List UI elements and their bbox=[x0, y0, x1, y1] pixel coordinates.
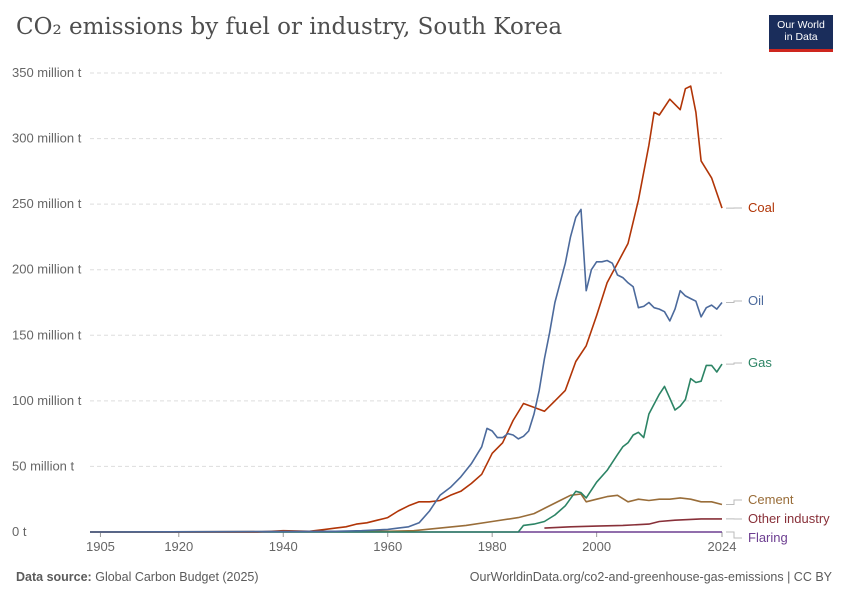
legend-connector bbox=[726, 300, 742, 303]
logo-line-1: Our World bbox=[777, 19, 825, 31]
series-line-gas bbox=[90, 363, 723, 533]
y-tick-label: 250 million t bbox=[12, 196, 82, 211]
x-tick-label: 1920 bbox=[164, 539, 193, 554]
x-tick-label: 1980 bbox=[478, 539, 507, 554]
x-tick-label: 1940 bbox=[269, 539, 298, 554]
y-tick-label: 0 t bbox=[12, 524, 27, 539]
legend-connector bbox=[726, 531, 742, 539]
x-tick-label: 1905 bbox=[86, 539, 115, 554]
y-tick-label: 200 million t bbox=[12, 262, 82, 277]
series-line-cement bbox=[89, 493, 723, 533]
x-tick-label: 2024 bbox=[708, 539, 737, 554]
legend-label-cement: Cement bbox=[748, 492, 794, 507]
x-tick-label: 1960 bbox=[373, 539, 402, 554]
line-chart: 0 t 50 million t 100 million t 150 million … bbox=[12, 65, 830, 554]
chart-title: CO₂ emissions by fuel or industry, South… bbox=[16, 14, 563, 40]
y-tick-label: 150 million t bbox=[12, 327, 82, 342]
x-tick-label: 2000 bbox=[582, 539, 611, 554]
logo-line-2: in Data bbox=[784, 30, 818, 43]
y-tick-label: 300 million t bbox=[12, 131, 82, 146]
y-tick-label: 350 million t bbox=[12, 65, 82, 80]
legend-label-flaring: Flaring bbox=[748, 530, 788, 545]
data-source: Data source: Global Carbon Budget (2025) bbox=[16, 570, 259, 584]
data-source-text[interactable]: Global Carbon Budget (2025) bbox=[95, 570, 259, 584]
legend-label-other-industry: Other industry bbox=[748, 511, 830, 526]
data-source-label: Data source: bbox=[16, 570, 92, 584]
series-line-other-industry bbox=[544, 518, 722, 529]
legend-label-gas: Gas bbox=[748, 355, 772, 370]
y-tick-label: 50 million t bbox=[12, 458, 75, 473]
series-line-oil bbox=[89, 208, 723, 533]
url-license[interactable]: OurWorldinData.org/co2-and-greenhouse-ga… bbox=[469, 570, 832, 584]
legend-connector bbox=[726, 362, 742, 365]
legend-connector bbox=[726, 499, 742, 505]
legend-label-coal: Coal bbox=[748, 200, 775, 215]
owid-logo[interactable]: Our World in Data bbox=[769, 15, 833, 52]
y-tick-label: 100 million t bbox=[12, 393, 82, 408]
series-line-coal bbox=[90, 85, 723, 533]
legend-label-oil: Oil bbox=[748, 293, 764, 308]
